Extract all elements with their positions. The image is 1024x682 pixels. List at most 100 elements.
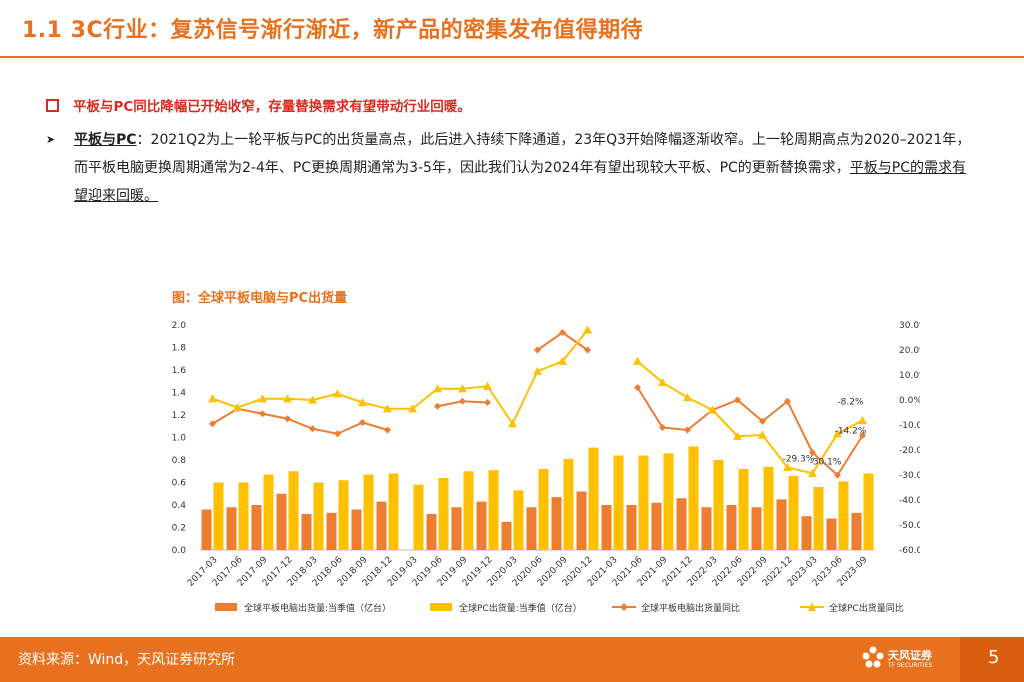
pc-yoy-marker [483,381,492,390]
pc-bar [363,474,374,550]
pc-yoy-marker [308,395,317,404]
pc-yoy-marker [533,366,542,375]
pc-yoy-marker [733,431,742,440]
page-number-box: 5 [960,637,1024,682]
analysis-paragraph: ➤ 平板与PC：2021Q2为上一轮平板与PC的出货量高点，此后进入持续下降通道… [46,126,976,210]
tablet-yoy-marker [759,417,766,425]
tablet-bar [351,509,362,550]
tablet-yoy-marker [359,419,366,426]
tablet-bar [501,521,512,550]
left-axis-tick: 0.6 [172,479,187,489]
tablet-bar [276,493,287,550]
pc-yoy-marker [458,384,467,393]
pc-yoy-marker [833,429,842,438]
pc-bar [513,490,524,550]
pc-yoy-marker [708,405,717,414]
pc-yoy-marker [383,404,392,413]
tablet-bar [851,512,862,550]
pc-yoy-marker [633,356,642,365]
tablet-bar [226,507,237,550]
pc-yoy-marker [558,356,567,365]
tablet-bar [776,499,787,550]
pc-yoy-marker [408,404,417,413]
chart-title: 图：全球平板电脑与PC出货量 [172,291,348,306]
tablet-bar [376,501,387,550]
tablet-yoy-marker [584,346,591,354]
tablet-yoy-marker [834,471,841,479]
legend-swatch [215,603,237,611]
tablet-bar [326,512,337,550]
tablet-bar [251,505,262,550]
pc-yoy-marker [683,393,692,402]
left-axis-tick: 0.8 [172,456,187,466]
logo-subtext: TF SECURITIES [888,662,933,669]
pc-bar [838,481,849,550]
tablet-bar [476,501,487,550]
source-note: 资料来源：Wind，天风证券研究所 [18,652,236,668]
tablet-bar [451,507,462,550]
tablet-bar [751,507,762,550]
legend-label: 全球PC出货量:当季值（亿台） [459,602,582,614]
pc-bar [488,470,499,550]
legend-marker [620,603,628,611]
tablet-bar [826,518,837,550]
tablet-bar [426,514,437,550]
tablet-bar [301,514,312,550]
tablet-yoy-marker [859,432,866,439]
left-axis-tick: 0.2 [172,524,186,534]
key-point-text: 平板与PC同比降幅已开始收窄，存量替换需求有望带动行业回暖。 [73,99,471,115]
tablet-bar [726,505,737,550]
pc-bar [313,482,324,550]
right-axis-tick: 30.0% [899,321,920,331]
tablet-bar [551,497,562,550]
logo-text: 天风证券 [888,649,932,662]
data-label: -30.1% [810,457,842,467]
pc-yoy-marker [858,416,867,425]
pc-bar [613,455,624,550]
pc-bar [763,466,774,550]
right-axis-tick: -50.0% [899,521,920,531]
right-axis-tick: 20.0% [899,346,920,356]
legend-label: 全球PC出货量同比 [829,602,904,614]
tablet-yoy-marker [209,420,216,428]
tablet-bar [676,498,687,550]
arrow-bullet-icon: ➤ [46,133,56,146]
pc-yoy-marker [783,463,792,472]
pc-bar [713,460,724,550]
tablet-yoy-marker [784,397,791,405]
pc-yoy-marker [233,403,242,412]
tablet-yoy-marker [384,426,391,434]
tablet-yoy-marker [284,415,291,423]
pc-bar [738,469,749,550]
tablet-bar [576,491,587,550]
tablet-yoy-marker [459,397,466,405]
legend-marker [808,602,816,611]
tablet-yoy-marker [434,402,441,410]
pc-bar [463,471,474,550]
tablet-bar [701,507,712,550]
pc-bar [263,474,274,550]
left-axis-tick: 1.2 [172,411,186,421]
pc-yoy-marker [283,394,292,403]
pc-yoy-marker [808,468,817,477]
paragraph-lead: 平板与PC [74,132,137,148]
tablet-bar [201,509,212,550]
left-axis-tick: 2.0 [172,321,187,331]
pc-bar [563,458,574,550]
left-axis-tick: 0.4 [172,501,187,511]
pc-bar [588,447,599,550]
pc-bar [538,469,549,550]
page-title: 1.1 3C行业：复苏信号渐行渐近，新产品的密集发布值得期待 [22,18,644,43]
tablet-yoy-marker [559,329,566,336]
pc-yoy-marker [758,430,767,439]
shipment-chart: 0.0 0.2 0.4 0.6 0.8 1.0 1.2 1.4 1.6 1.8 2.0 -60.0% -… [172,321,920,614]
tablet-yoy-marker [259,410,266,418]
pc-yoy-marker [258,394,267,403]
pc-bar [863,473,874,550]
legend-swatch [430,603,452,611]
tablet-yoy-marker [484,399,491,406]
pc-bar [788,475,799,550]
right-axis-tick: 0.0% [899,396,920,406]
pc-bar [638,455,649,550]
pc-bar [688,446,699,550]
